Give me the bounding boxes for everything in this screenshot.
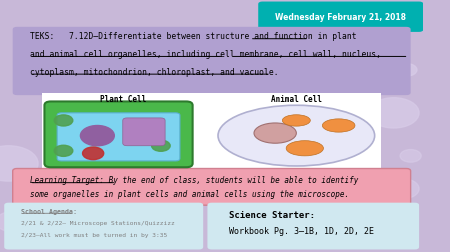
Ellipse shape <box>254 123 297 144</box>
Ellipse shape <box>322 119 355 133</box>
Text: 2/21 & 2/22– Microscope Stations/Quizzizz: 2/21 & 2/22– Microscope Stations/Quizziz… <box>21 220 175 225</box>
Circle shape <box>17 197 51 217</box>
Circle shape <box>0 212 30 232</box>
Text: Plant Cell: Plant Cell <box>99 95 146 104</box>
FancyBboxPatch shape <box>42 93 381 169</box>
Circle shape <box>54 146 73 157</box>
FancyBboxPatch shape <box>13 28 411 96</box>
Circle shape <box>152 141 170 152</box>
Ellipse shape <box>286 141 324 156</box>
FancyBboxPatch shape <box>45 102 193 168</box>
Circle shape <box>368 98 419 129</box>
Circle shape <box>396 64 417 77</box>
FancyBboxPatch shape <box>123 118 165 146</box>
FancyBboxPatch shape <box>13 169 411 205</box>
Text: Science Starter:: Science Starter: <box>229 210 315 219</box>
Ellipse shape <box>282 115 310 127</box>
Text: TEKS:   7.12D—Differentiate between structure and function in plant: TEKS: 7.12D—Differentiate between struct… <box>30 32 356 41</box>
Ellipse shape <box>218 106 375 166</box>
FancyBboxPatch shape <box>57 113 180 161</box>
Text: Wednesday February 21, 2018: Wednesday February 21, 2018 <box>275 13 406 22</box>
Circle shape <box>400 150 421 163</box>
Text: Workbook Pg. 3—1B, 1D, 2D, 2E: Workbook Pg. 3—1B, 1D, 2D, 2E <box>229 226 374 235</box>
Text: cytoplasm, mitochondrion, chloroplast, and vacuole.: cytoplasm, mitochondrion, chloroplast, a… <box>30 67 278 76</box>
Circle shape <box>385 179 419 199</box>
Text: some organelles in plant cells and animal cells using the microscope.: some organelles in plant cells and anima… <box>30 189 349 198</box>
Text: Animal Cell: Animal Cell <box>271 95 322 104</box>
FancyBboxPatch shape <box>4 203 203 249</box>
Text: 2/23—All work must be turned in by 3:35: 2/23—All work must be turned in by 3:35 <box>21 232 167 237</box>
Circle shape <box>0 146 38 181</box>
Text: School Agenda:: School Agenda: <box>21 208 77 214</box>
Text: Learning Target: By the end of class, students will be able to identify: Learning Target: By the end of class, st… <box>30 175 358 184</box>
Circle shape <box>82 147 104 160</box>
Text: and animal cell organelles, including cell membrane, cell wall, nucleus,: and animal cell organelles, including ce… <box>30 50 381 59</box>
Circle shape <box>81 126 114 146</box>
Circle shape <box>54 115 73 127</box>
FancyBboxPatch shape <box>207 203 419 249</box>
FancyBboxPatch shape <box>258 3 423 33</box>
Circle shape <box>358 62 387 79</box>
